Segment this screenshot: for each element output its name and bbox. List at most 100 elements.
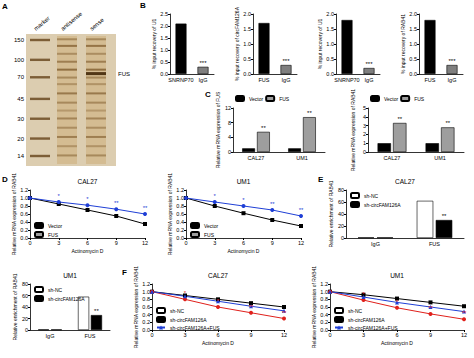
svg-text:***: *** <box>365 61 373 67</box>
svg-text:antisense: antisense <box>60 10 84 32</box>
svg-text:100: 100 <box>14 57 25 63</box>
svg-text:80: 80 <box>22 281 28 287</box>
svg-text:sh-NC: sh-NC <box>364 193 379 199</box>
svg-text:3: 3 <box>363 123 366 129</box>
svg-text:6: 6 <box>395 332 398 338</box>
svg-text:**: ** <box>270 201 275 207</box>
svg-text:UM1: UM1 <box>237 178 251 185</box>
svg-text:FUS: FUS <box>204 232 215 238</box>
svg-text:B: B <box>140 1 146 10</box>
svg-text:*: * <box>58 193 61 199</box>
svg-text:A: A <box>2 2 8 11</box>
svg-text:4: 4 <box>363 114 366 120</box>
svg-text:*: * <box>86 196 89 202</box>
svg-text:Actinomycin D: Actinomycin D <box>202 340 234 346</box>
svg-text:0: 0 <box>363 149 366 155</box>
svg-text:0.5: 0.5 <box>326 56 334 62</box>
svg-text:UM1: UM1 <box>63 272 77 279</box>
svg-text:UM1: UM1 <box>434 155 446 161</box>
svg-text:60: 60 <box>22 293 28 299</box>
svg-text:Relative mRNA expression of RA: Relative mRNA expression of RAB41 <box>311 266 317 348</box>
svg-text:1.2: 1.2 <box>320 281 328 287</box>
svg-text:sh-circFAM126A: sh-circFAM126A <box>364 202 401 208</box>
svg-text:*: * <box>217 298 220 304</box>
svg-text:**: ** <box>442 213 447 219</box>
svg-text:**: ** <box>445 120 450 126</box>
svg-text:Relative enrichment of RAB41: Relative enrichment of RAB41 <box>328 180 334 247</box>
svg-text:1.0: 1.0 <box>409 41 417 47</box>
svg-text:70: 70 <box>17 74 24 80</box>
svg-text:6: 6 <box>242 240 245 246</box>
svg-text:% input recovery of U1: % input recovery of U1 <box>317 18 323 69</box>
svg-text:0: 0 <box>25 327 28 333</box>
svg-text:1.0: 1.0 <box>142 289 150 295</box>
svg-text:1.0: 1.0 <box>20 195 28 201</box>
svg-text:Relative mRNA expression of FU: Relative mRNA expression of FUS <box>215 91 221 168</box>
svg-text:C: C <box>205 90 211 99</box>
svg-text:8: 8 <box>228 120 231 126</box>
svg-text:Actinomycin D: Actinomycin D <box>72 248 104 254</box>
svg-text:80: 80 <box>338 187 344 193</box>
svg-text:60: 60 <box>338 199 344 205</box>
svg-text:12: 12 <box>142 240 148 246</box>
svg-text:sh-circFAM126A+FUS: sh-circFAM126A+FUS <box>170 325 220 331</box>
svg-text:4: 4 <box>228 134 231 140</box>
svg-text:Relative enrichment of RAB41: Relative enrichment of RAB41 <box>12 273 18 340</box>
svg-text:0: 0 <box>341 235 344 241</box>
svg-text:FUS: FUS <box>118 71 130 77</box>
svg-text:sh-circFAM126A: sh-circFAM126A <box>348 317 385 323</box>
svg-text:0.8: 0.8 <box>20 203 28 209</box>
svg-text:0: 0 <box>328 332 331 338</box>
svg-text:2: 2 <box>363 131 366 137</box>
svg-text:0.0: 0.0 <box>160 71 168 77</box>
svg-text:9: 9 <box>429 332 432 338</box>
svg-text:CAL27: CAL27 <box>248 155 265 161</box>
svg-text:1.5: 1.5 <box>409 26 417 32</box>
svg-text:*: * <box>184 290 187 296</box>
svg-text:0.0: 0.0 <box>409 71 417 77</box>
svg-text:***: *** <box>199 60 207 66</box>
svg-text:150: 150 <box>14 37 25 43</box>
svg-text:2.0: 2.0 <box>160 23 168 29</box>
svg-text:2.5: 2.5 <box>160 11 168 17</box>
svg-text:Vector: Vector <box>48 223 63 229</box>
svg-text:0.2: 0.2 <box>176 227 184 233</box>
svg-text:sh-circFAM126A: sh-circFAM126A <box>48 296 85 302</box>
svg-text:**: ** <box>249 304 254 310</box>
svg-text:Relative mRNA expression of RA: Relative mRNA expression of RAB41 <box>133 266 139 348</box>
svg-text:sh-circFAM126A: sh-circFAM126A <box>170 317 207 323</box>
svg-text:40: 40 <box>22 304 28 310</box>
svg-text:12: 12 <box>461 332 467 338</box>
svg-text:0.0: 0.0 <box>176 235 184 241</box>
svg-text:SNRNP70: SNRNP70 <box>168 77 193 83</box>
svg-text:0.6: 0.6 <box>20 211 28 217</box>
svg-text:0.8: 0.8 <box>176 203 184 209</box>
svg-text:IgG: IgG <box>371 241 380 247</box>
svg-text:0.0: 0.0 <box>20 235 28 241</box>
svg-text:CAL27: CAL27 <box>208 272 228 279</box>
svg-text:Relative mRNA expression of RA: Relative mRNA expression of RAB41 <box>350 89 356 171</box>
svg-text:1.0: 1.0 <box>243 41 251 47</box>
svg-text:0.2: 0.2 <box>320 319 328 325</box>
svg-text:**: ** <box>94 308 99 314</box>
svg-text:12: 12 <box>225 105 231 111</box>
svg-text:Actinomycin D: Actinomycin D <box>381 340 413 346</box>
svg-text:FUS: FUS <box>425 77 436 83</box>
svg-text:D: D <box>2 175 8 184</box>
svg-text:0.8: 0.8 <box>142 296 150 302</box>
svg-text:0.5: 0.5 <box>409 56 417 62</box>
svg-text:**: ** <box>299 207 304 213</box>
svg-text:2.0: 2.0 <box>243 11 251 17</box>
svg-text:**: ** <box>282 310 287 316</box>
svg-text:40: 40 <box>338 211 344 217</box>
svg-text:20: 20 <box>17 136 24 142</box>
svg-text:***: *** <box>448 58 456 64</box>
svg-text:1.5: 1.5 <box>243 26 251 32</box>
svg-text:**: ** <box>143 205 148 211</box>
svg-text:% input recovery of circFAM126: % input recovery of circFAM126A <box>234 6 240 81</box>
svg-text:Relative mRNA expression of RA: Relative mRNA expression of RAB41 <box>167 173 173 255</box>
svg-text:20: 20 <box>22 316 28 322</box>
svg-text:FUS: FUS <box>48 232 59 238</box>
svg-text:0.2: 0.2 <box>142 319 150 325</box>
svg-text:FUS: FUS <box>85 333 96 339</box>
